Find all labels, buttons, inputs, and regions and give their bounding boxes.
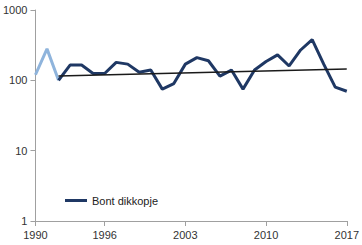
svg-text:Bont dikkopje: Bont dikkopje [92, 195, 158, 207]
svg-text:2010: 2010 [254, 229, 278, 241]
svg-text:1996: 1996 [92, 229, 116, 241]
svg-text:2017: 2017 [335, 229, 359, 241]
svg-text:10: 10 [15, 145, 27, 157]
svg-text:2003: 2003 [173, 229, 197, 241]
svg-text:1000: 1000 [3, 4, 27, 16]
svg-text:100: 100 [9, 74, 27, 86]
svg-text:1990: 1990 [23, 229, 47, 241]
svg-text:1: 1 [21, 215, 27, 227]
